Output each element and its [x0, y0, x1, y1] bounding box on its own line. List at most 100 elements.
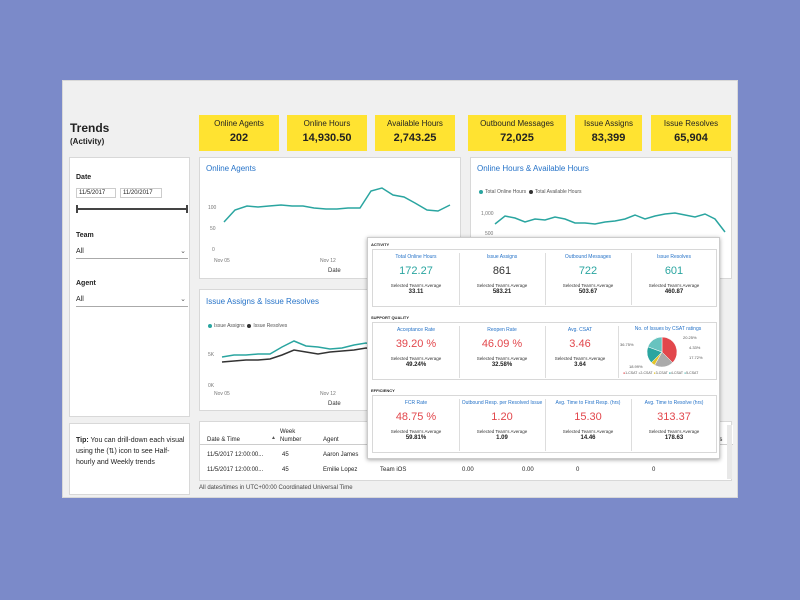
- x-tick: Nov 12: [320, 258, 336, 264]
- table-cell-team: Team iOS: [380, 467, 407, 473]
- date-filter-label: Date: [76, 174, 92, 181]
- pie-slice[interactable]: [661, 336, 678, 363]
- metric-label: Issue Assigns: [486, 254, 518, 260]
- metric-avg-value: 460.87: [664, 289, 684, 295]
- metric-value: 1.20: [491, 411, 513, 423]
- metric-value: 46.09 %: [481, 338, 523, 350]
- table-cell-datetime: 11/5/2017 12:00:00...: [207, 467, 264, 473]
- legend-item: 2-CSAT: [640, 371, 653, 375]
- filter-panel: Date 11/5/2017 11/20/2017 Team All ⌄ Age…: [69, 157, 190, 417]
- chevron-down-icon: ⌄: [180, 296, 186, 303]
- pie-slice-label: 18.99%: [629, 364, 643, 369]
- agent-dropdown[interactable]: All ⌄: [76, 296, 188, 307]
- metric-avg-label: Selected Team's Average: [476, 283, 528, 288]
- legend-item: 1-CSAT: [625, 371, 638, 375]
- date-slider-start-handle[interactable]: [76, 205, 78, 213]
- column-header-datetime[interactable]: Date & Time: [207, 437, 241, 443]
- pie-slice[interactable]: [647, 336, 663, 353]
- kpi-value: 72,025: [500, 132, 534, 144]
- table-cell-datetime: 11/5/2017 12:00:00...: [207, 452, 264, 458]
- metric-avg-label: Selected Team's Average: [390, 356, 442, 361]
- date-start-input[interactable]: 11/5/2017: [76, 188, 116, 198]
- tip-body: You can drill-down each visual using the…: [76, 437, 185, 466]
- agent-dropdown-value: All: [76, 296, 84, 303]
- metric-avg-time-to-resolve: Avg. Time to Resolve (hrs) 313.37 Select…: [631, 396, 717, 441]
- legend-item: Total Online Hours: [485, 189, 527, 195]
- pie-slice-label: 36.75%: [620, 342, 634, 347]
- tip-text: Tip: You can drill-down each visual usin…: [76, 435, 186, 468]
- metric-label: Avg. CSAT: [567, 327, 593, 333]
- chevron-down-icon: ⌄: [180, 248, 186, 255]
- metric-label: Issue Resolves: [657, 254, 691, 260]
- y-tick: 0K: [208, 383, 215, 389]
- team-dropdown[interactable]: All ⌄: [76, 248, 188, 259]
- activity-section: Total Online Hours 172.27 Selected Team'…: [372, 249, 717, 307]
- y-tick: 5K: [208, 352, 215, 358]
- metric-avg-label: Selected Team's Average: [562, 283, 614, 288]
- metric-avg-label: Selected Team's Average: [476, 429, 528, 434]
- table-cell-week: 45: [282, 467, 289, 473]
- sort-ascending-icon[interactable]: ▲: [271, 435, 276, 441]
- metric-outbound-resp-per-resolved: Outbound Resp. per Resolved Issue 1.20 S…: [459, 396, 545, 441]
- divider: [618, 326, 619, 378]
- tip-prefix: Tip:: [76, 437, 89, 444]
- legend-dot: [528, 189, 533, 194]
- column-header-week[interactable]: Week Number: [280, 429, 302, 443]
- kpi-card-online-agents[interactable]: Online Agents 202: [199, 115, 279, 151]
- divider: [459, 326, 460, 378]
- chart-title: Issue Assigns & Issue Resolves: [206, 297, 319, 306]
- date-end-input[interactable]: 11/20/2017: [120, 188, 162, 198]
- metric-avg-value: 32.58%: [491, 362, 513, 368]
- metric-avg-value: 3.64: [574, 362, 586, 368]
- csat-pie-chart-cell[interactable]: No. of Issues by CSAT ratings 20.25% 4.3…: [619, 323, 717, 379]
- kpi-value: 14,930.50: [302, 132, 352, 144]
- legend-item: 3-CSAT: [655, 371, 668, 375]
- kpi-card-issue-resolves[interactable]: Issue Resolves 65,904: [651, 115, 731, 151]
- kpi-card-available-hours[interactable]: Available Hours 2,743.25: [375, 115, 455, 151]
- timezone-note: All dates/times in UTC+00:00 Coordinated…: [199, 485, 353, 491]
- metric-avg-label: Selected Team's Average: [562, 429, 614, 434]
- kpi-label: Online Hours: [303, 119, 351, 128]
- metric-avg-label: Selected Team's Average: [390, 429, 442, 434]
- metric-label: Total Online Hours: [395, 254, 437, 260]
- hours-line-chart: [494, 212, 726, 233]
- kpi-label: Outbound Messages: [480, 119, 554, 128]
- kpi-card-issue-assigns[interactable]: Issue Assigns 83,399: [575, 115, 642, 151]
- online-hours-series-line: [494, 212, 726, 233]
- kpi-card-outbound-messages[interactable]: Outbound Messages 72,025: [468, 115, 566, 151]
- metric-label: Avg. Time to Resolve (hrs): [644, 400, 704, 406]
- date-slider-track[interactable]: [76, 208, 188, 210]
- kpi-label: Issue Resolves: [663, 119, 719, 128]
- metric-acceptance-rate: Acceptance Rate 39.20 % Selected Team's …: [373, 323, 459, 368]
- metric-label: Reopen Rate: [487, 327, 517, 333]
- metric-avg-value: 503.67: [578, 289, 598, 295]
- date-slider-end-handle[interactable]: [186, 205, 188, 213]
- divider: [459, 253, 460, 305]
- efficiency-section: FCR Rate 48.75 % Selected Team's Average…: [372, 395, 717, 453]
- table-cell-value: 0.00: [522, 467, 534, 473]
- kpi-label: Online Agents: [214, 119, 264, 128]
- pie-slice-label: 17.72%: [689, 355, 703, 360]
- divider: [631, 399, 632, 451]
- section-title-efficiency: EFFICIENCY: [371, 388, 395, 393]
- x-axis-title: Date: [328, 401, 341, 407]
- kpi-card-online-hours[interactable]: Online Hours 14,930.50: [287, 115, 367, 151]
- column-header-agent[interactable]: Agent: [323, 437, 339, 443]
- y-tick: 100: [208, 205, 217, 211]
- section-title-support-quality: SUPPORT QUALITY: [371, 315, 410, 320]
- metric-avg-label: Selected Team's Average: [476, 356, 528, 361]
- metric-issue-resolves: Issue Resolves 601 Selected Team's Avera…: [631, 250, 717, 295]
- divider: [545, 253, 546, 305]
- section-title-activity: ACTIVITY: [371, 242, 390, 247]
- table-scrollbar[interactable]: [727, 425, 732, 479]
- chart-title: Online Agents: [206, 164, 256, 173]
- metric-outbound-messages: Outbound Messages 722 Selected Team's Av…: [545, 250, 631, 295]
- y-tick: 1,000: [481, 211, 494, 217]
- legend-dot: ●: [683, 371, 687, 375]
- metric-label: Outbound Messages: [564, 254, 612, 260]
- pie-title: No. of Issues by CSAT ratings: [634, 326, 702, 332]
- kpi-value: 65,904: [674, 132, 708, 144]
- metric-avg-label: Selected Team's Average: [648, 429, 700, 434]
- y-tick: 500: [485, 231, 494, 237]
- metric-avg-value: 178.63: [664, 435, 684, 441]
